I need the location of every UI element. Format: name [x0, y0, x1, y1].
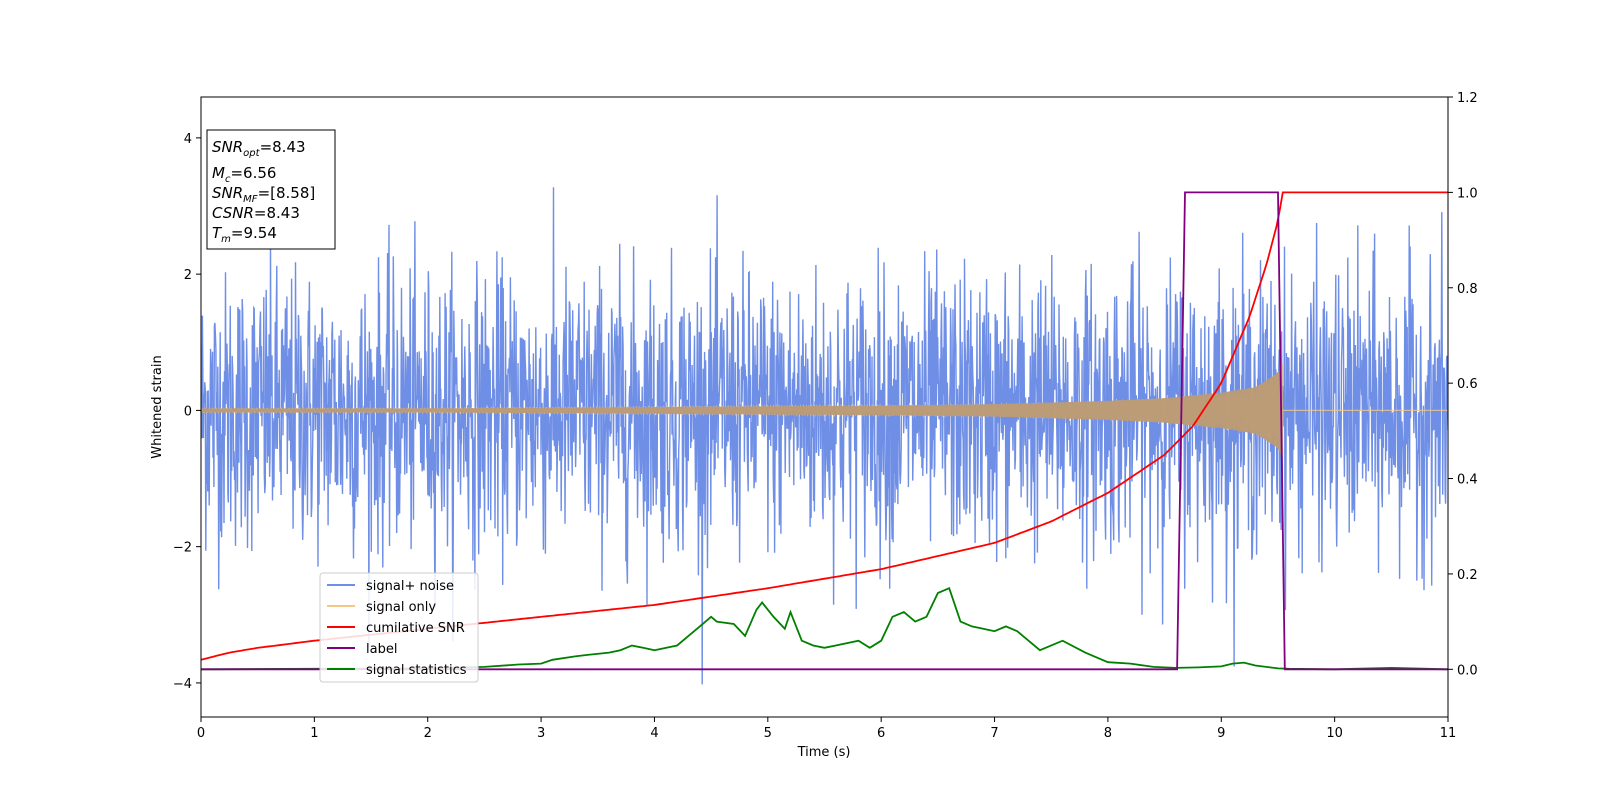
legend-label-cumulative-snr: cumilative SNR	[366, 621, 465, 636]
series-signal-statistics	[201, 586, 1448, 671]
legend-label-signal-only: signal only	[366, 600, 436, 615]
info-snr-mf: SNRMF=[8.58]	[212, 184, 315, 205]
y-tick-label: −4	[173, 677, 192, 692]
y-tick-label: 2	[184, 268, 192, 283]
info-tm: Tm=9.54	[212, 224, 277, 245]
info-box: SNRopt=8.43 Mc=6.56 SNRMF=[8.58] CSNR=8.…	[206, 129, 336, 250]
y2-tick-label: 1.0	[1457, 186, 1478, 201]
y2-tick-label: 1.2	[1457, 91, 1478, 106]
info-csnr: CSNR=8.43	[212, 204, 300, 222]
y-tick-label: 0	[184, 404, 192, 419]
plot-frame	[200, 96, 1449, 718]
legend-item-label: label	[327, 642, 397, 657]
series-signal-only-envelope	[201, 362, 1283, 459]
legend-item-cumulative-snr: cumilative SNR	[327, 621, 465, 636]
x-tick-label: 4	[650, 726, 658, 741]
y2-tick-label: 0.2	[1457, 568, 1478, 583]
x-tick-label: 5	[764, 726, 772, 741]
x-tick-label: 2	[424, 726, 432, 741]
x-tick-label: 6	[877, 726, 885, 741]
x-tick-label: 11	[1440, 726, 1457, 741]
x-tick-label: 1	[310, 726, 318, 741]
legend-label-signal-statistics: signal statistics	[366, 663, 467, 678]
info-box-frame	[206, 129, 336, 250]
x-tick-label: 7	[990, 726, 998, 741]
y2-tick-label: 0.0	[1457, 663, 1478, 678]
y2-tick-label: 0.8	[1457, 282, 1478, 297]
x-tick-label: 8	[1104, 726, 1112, 741]
y-axis-title: Whitened strain	[150, 355, 165, 458]
info-snr-opt: SNRopt=8.43	[212, 138, 306, 159]
legend-item-signal-statistics: signal statistics	[327, 663, 467, 678]
x-axis: 0 1 2 3 4 5 6 7 8 9 10 11	[197, 717, 1456, 741]
legend-item-signal-noise: signal+ noise	[327, 579, 454, 594]
legend-item-signal-only: signal only	[327, 600, 436, 615]
info-mc: Mc=6.56	[212, 164, 276, 185]
series-signal-noise	[201, 187, 1448, 685]
x-tick-label: 10	[1326, 726, 1343, 741]
legend: signal+ noise signal only cumilative SNR…	[319, 572, 479, 683]
y-axis-left: 4 2 0 −2 −4	[173, 132, 201, 692]
y2-tick-label: 0.6	[1457, 377, 1478, 392]
x-tick-label: 3	[537, 726, 545, 741]
y-axis-right: 1.2 1.0 0.8 0.6 0.4 0.2 0.0	[1448, 91, 1478, 678]
y-tick-label: 4	[184, 132, 192, 147]
x-tick-label: 9	[1217, 726, 1225, 741]
x-axis-title: Time (s)	[797, 745, 851, 760]
legend-label-label: label	[366, 642, 397, 657]
y-tick-label: −2	[173, 541, 192, 556]
x-tick-label: 0	[197, 726, 205, 741]
series-label	[201, 191, 1448, 671]
legend-label-signal-noise: signal+ noise	[366, 579, 454, 594]
y2-tick-label: 0.4	[1457, 473, 1478, 488]
legend-frame	[319, 572, 479, 683]
